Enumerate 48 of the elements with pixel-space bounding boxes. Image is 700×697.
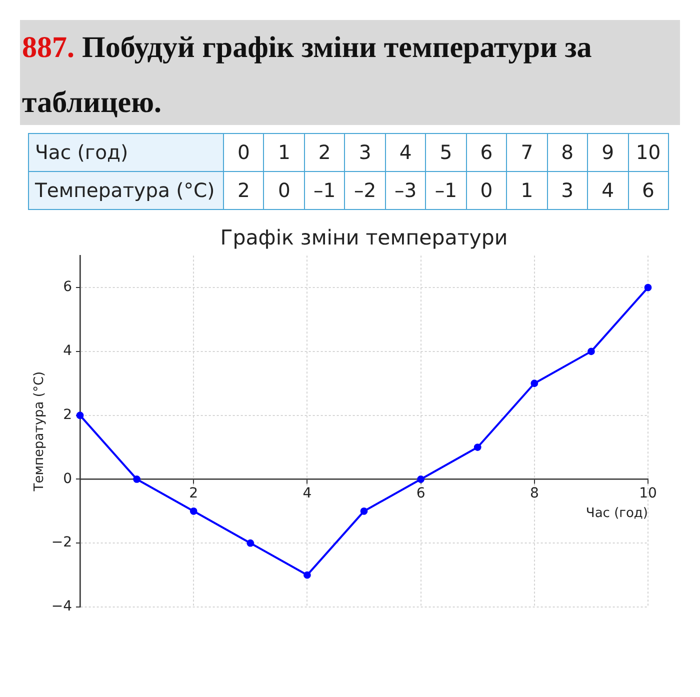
- x-tick-label: 7: [520, 141, 534, 164]
- y-tick-label: 6: [63, 279, 72, 296]
- x-tick-label: 4: [399, 141, 412, 164]
- point: [190, 507, 198, 515]
- x-tick-label: 6: [416, 485, 426, 502]
- x-axis-title: Час (год): [586, 506, 648, 522]
- x-tick-label: 0: [238, 141, 250, 164]
- x-tick-label: 10: [639, 485, 657, 502]
- y-tick-label: −2: [51, 534, 72, 551]
- point: [474, 444, 482, 451]
- chart-title: Графік зміни температури: [220, 226, 508, 250]
- x-tick-label: 8: [530, 485, 539, 502]
- point: [304, 571, 311, 579]
- point: [644, 284, 652, 292]
- x-tick-label: 5: [440, 141, 452, 164]
- y-tick-label: −4: [51, 598, 72, 615]
- data-label: 1: [520, 179, 534, 202]
- point: [246, 539, 254, 547]
- x-axis-title: Час (год): [35, 141, 128, 164]
- x-tick-label: 6: [480, 141, 493, 164]
- point: [417, 476, 424, 483]
- data-label: 6: [642, 179, 654, 202]
- data-label: 0: [278, 179, 290, 202]
- data-label: –1: [314, 179, 336, 202]
- data-label: 0: [480, 179, 493, 202]
- point: [530, 380, 538, 388]
- y-tick-label: 2: [63, 406, 72, 423]
- x-tick-label: 4: [302, 485, 312, 502]
- y-tick-label: 0: [63, 470, 72, 487]
- y-tick-label: 4: [63, 343, 72, 360]
- point: [360, 507, 368, 515]
- data-label: –1: [434, 179, 458, 202]
- text: 887. Побудуй графік зміни температури за таблицею.: [22, 31, 592, 119]
- x-tick-label: 10: [636, 141, 661, 164]
- point: [76, 412, 84, 420]
- data-label: –3: [394, 179, 417, 202]
- x-tick-label: 1: [278, 141, 290, 164]
- x-tick-label: 9: [602, 141, 614, 164]
- x-tick-label: 3: [358, 141, 372, 164]
- point: [588, 348, 595, 356]
- x-tick-label: 2: [189, 485, 198, 502]
- x-tick-label: 8: [561, 141, 574, 164]
- x-tick-label: 2: [318, 141, 331, 164]
- data-label: 2: [238, 179, 250, 202]
- point: [133, 476, 140, 483]
- data-label: –2: [354, 179, 376, 202]
- data-label: 3: [561, 179, 574, 202]
- data-label: 4: [602, 179, 614, 202]
